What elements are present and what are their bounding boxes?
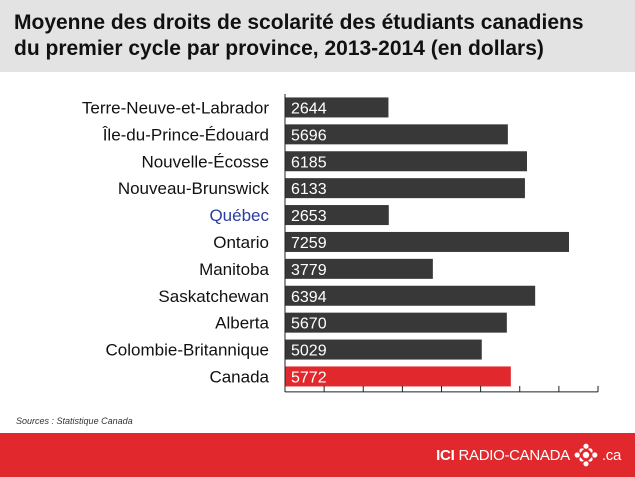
data-label: 2644 bbox=[291, 100, 327, 117]
bar bbox=[285, 97, 389, 118]
data-label: 5670 bbox=[291, 316, 327, 333]
category-label: Ontario bbox=[213, 233, 269, 252]
data-label: 6394 bbox=[291, 289, 327, 306]
bar bbox=[285, 285, 536, 306]
category-label: Canada bbox=[209, 367, 269, 386]
footer-band: ICI RADIO-CANADA .ca bbox=[0, 433, 635, 477]
data-label: 5029 bbox=[291, 343, 327, 360]
bar bbox=[285, 258, 433, 279]
bar-chart: Terre-Neuve-et-Labrador 2644 Île-du-Prince… bbox=[82, 94, 599, 393]
data-label: 5696 bbox=[291, 127, 327, 144]
source-note: Sources : Statistique Canada bbox=[16, 416, 133, 426]
data-label: 2653 bbox=[291, 208, 327, 225]
bar bbox=[285, 231, 570, 252]
category-label: Nouveau-Brunswick bbox=[118, 179, 270, 198]
data-label: 7259 bbox=[291, 235, 327, 252]
bar bbox=[285, 312, 507, 333]
category-label: Saskatchewan bbox=[158, 287, 269, 306]
bar bbox=[285, 366, 511, 387]
category-label: Terre-Neuve-et-Labrador bbox=[82, 98, 269, 117]
source-separator: : bbox=[49, 416, 57, 426]
radio-canada-gem-icon bbox=[574, 443, 598, 467]
category-label: Nouvelle-Écosse bbox=[141, 152, 269, 171]
brand-suffix: .ca bbox=[601, 446, 621, 464]
source-label: Sources bbox=[16, 416, 50, 426]
data-label: 5772 bbox=[291, 369, 327, 386]
bar bbox=[285, 205, 389, 226]
chart-title: Moyenne des droits de scolarité des étud… bbox=[14, 11, 584, 60]
source-text: Statistique Canada bbox=[56, 416, 133, 426]
bar bbox=[285, 178, 525, 199]
category-label: Colombie-Britannique bbox=[106, 341, 269, 360]
data-label: 3779 bbox=[291, 262, 327, 279]
category-label: Manitoba bbox=[199, 260, 269, 279]
title-band: Moyenne des droits de scolarité des étud… bbox=[0, 0, 635, 72]
category-label: Québec bbox=[209, 206, 269, 225]
data-label: 6185 bbox=[291, 154, 327, 171]
category-label: Alberta bbox=[215, 314, 269, 333]
bar bbox=[285, 151, 527, 172]
category-label: Île-du-Prince-Édouard bbox=[102, 125, 269, 144]
bar bbox=[285, 124, 508, 145]
brand-logo[interactable]: ICI RADIO-CANADA .ca bbox=[436, 442, 621, 468]
bar bbox=[285, 339, 482, 360]
brand-ici: ICI bbox=[436, 446, 455, 464]
brand-name: RADIO-CANADA bbox=[458, 446, 570, 464]
data-label: 6133 bbox=[291, 181, 327, 198]
